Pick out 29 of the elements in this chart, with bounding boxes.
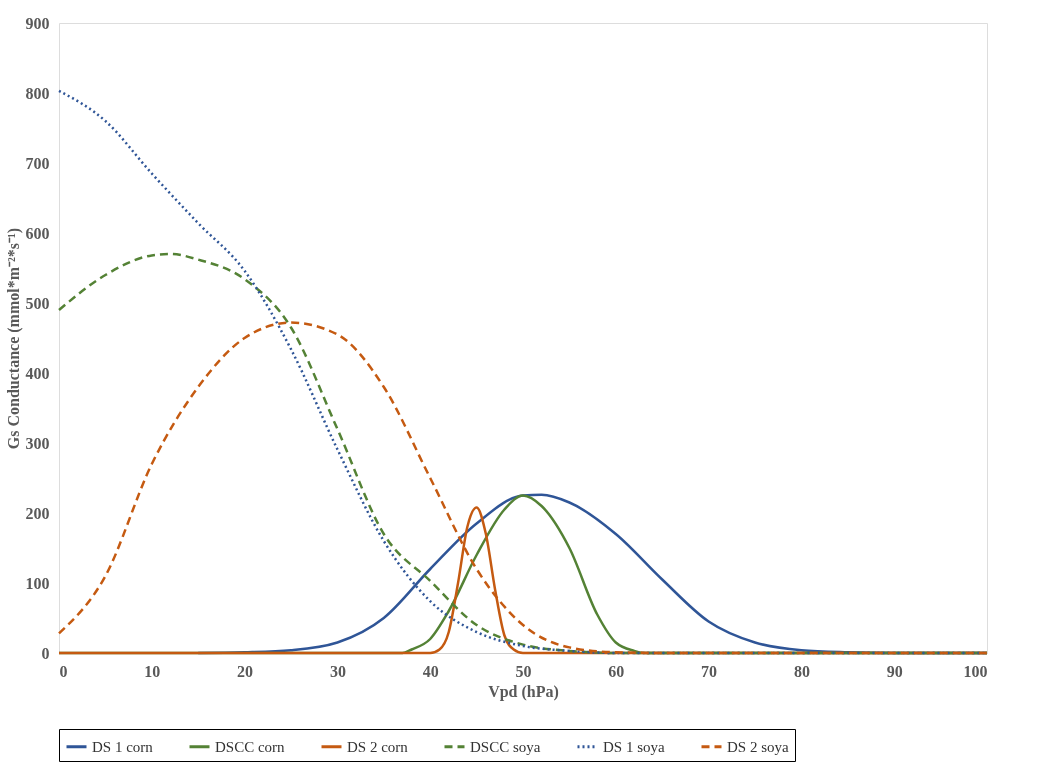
x-tick-label: 70 [701, 662, 718, 680]
legend-label: DS 2 soya [727, 738, 790, 755]
y-axis-title: Gs Conductance (mmol*m⁻²*s⁻¹) [4, 227, 23, 450]
y-tick-label: 300 [25, 434, 50, 452]
y-tick-label: 100 [25, 574, 50, 592]
y-tick-label: 500 [25, 294, 50, 312]
x-tick-label: 0 [59, 662, 68, 680]
x-tick-label: 50 [515, 662, 532, 680]
y-tick-label: 900 [25, 14, 50, 32]
y-tick-label: 400 [25, 364, 50, 382]
x-tick-label: 90 [886, 662, 903, 680]
y-tick-label: 0 [41, 644, 50, 662]
legend-label: DSCC corn [215, 738, 286, 755]
legend-label: DS 2 corn [347, 738, 409, 755]
x-tick-label: 20 [237, 662, 254, 680]
x-tick-label: 10 [144, 662, 161, 680]
legend-label: DS 1 soya [603, 738, 666, 755]
x-axis-title: Vpd (hPa) [488, 682, 559, 701]
x-tick-label: 100 [963, 662, 988, 680]
y-tick-label: 800 [25, 84, 50, 102]
legend-label: DS 1 corn [92, 738, 154, 755]
x-tick-label: 60 [608, 662, 625, 680]
x-tick-label: 80 [793, 662, 810, 680]
x-tick-label: 30 [329, 662, 346, 680]
y-tick-label: 200 [25, 504, 50, 522]
x-tick-label: 40 [422, 662, 439, 680]
legend-label: DSCC soya [470, 738, 541, 755]
y-tick-label: 700 [25, 154, 50, 172]
y-tick-label: 600 [25, 224, 50, 242]
